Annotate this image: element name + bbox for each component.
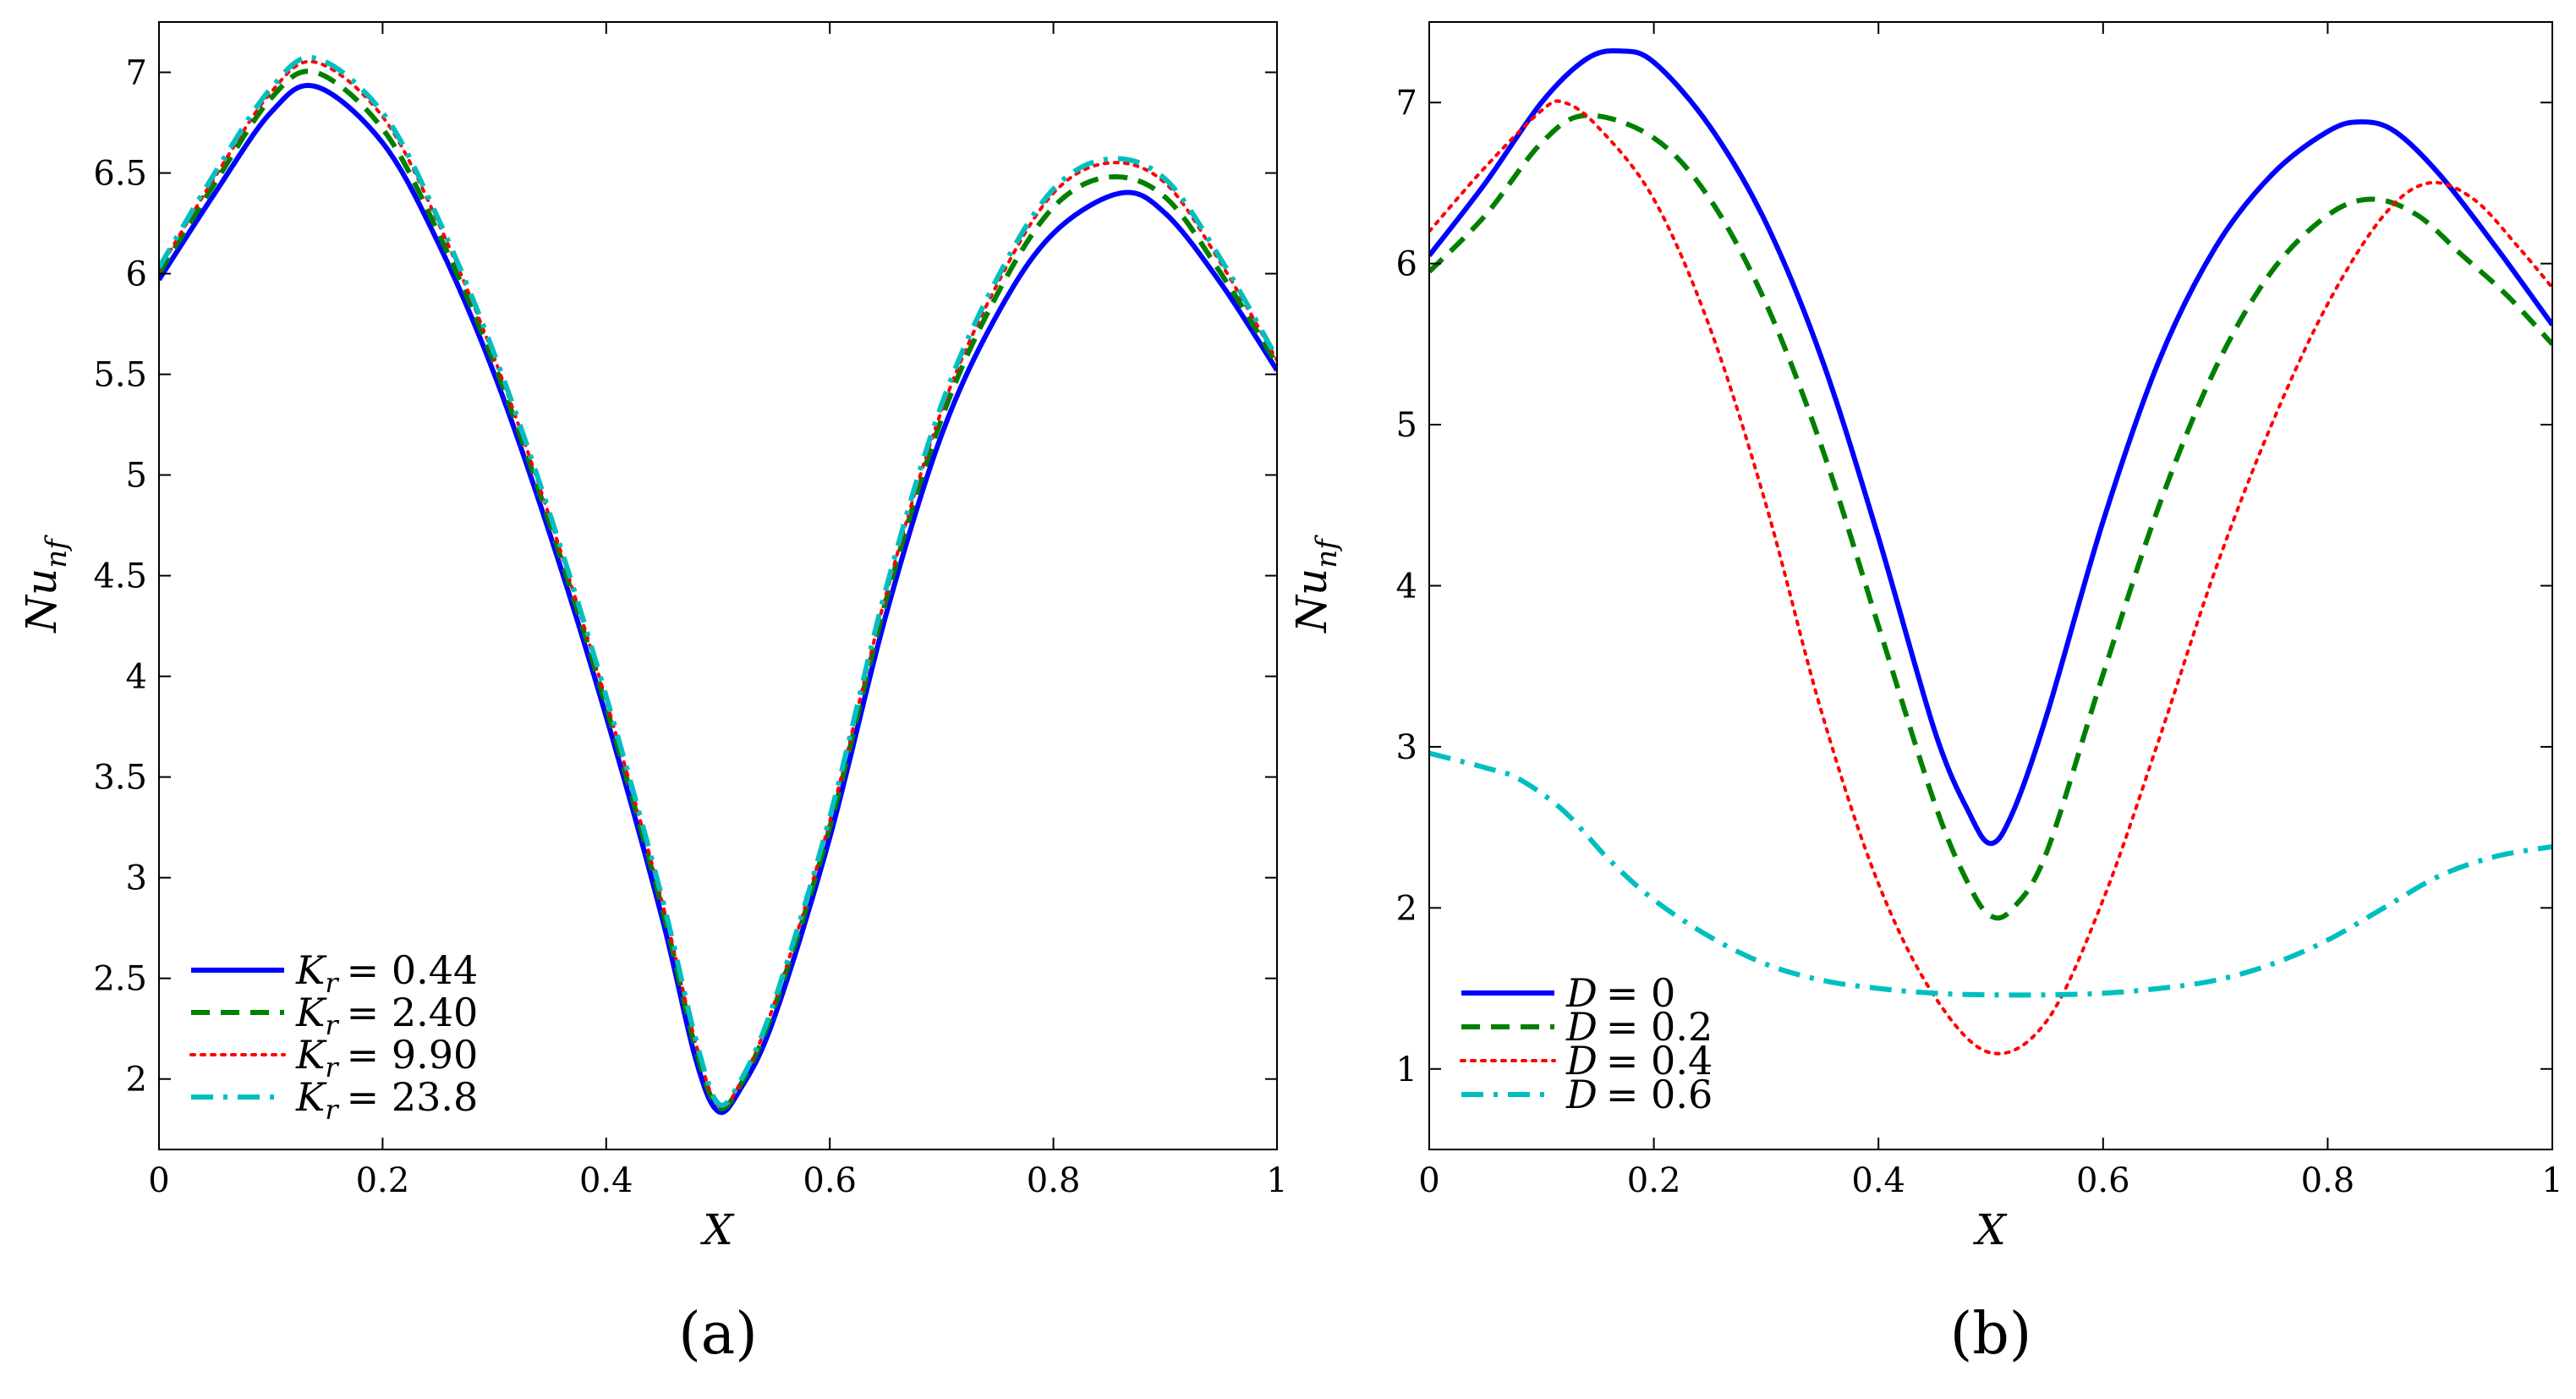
panel-a-ytick-label-7: 5.5	[93, 356, 147, 395]
legend-var: D	[1565, 1038, 1598, 1084]
panel-b-legend-entry-3: D = 0.6	[1565, 1072, 1713, 1117]
panel-a-legend-entry-0: Kr = 0.44	[295, 947, 478, 999]
legend-var: K	[295, 990, 327, 1035]
panel-a-legend-entry-2: Kr = 9.90	[295, 1032, 478, 1084]
panel-b-ticks: 0 0.2 0.4 0.6 0.8 1 1 2 3 4 5 6 7	[1396, 22, 2563, 1200]
panel-b-ytick-label-5: 6	[1396, 245, 1417, 284]
panel-a-series-group	[159, 55, 1277, 1116]
legend-sub: r	[325, 1094, 339, 1126]
panel-b-ytick-label-3: 4	[1396, 568, 1417, 606]
panel-b-xtick-label-4: 0.8	[2301, 1161, 2355, 1200]
panel-b-legend-entry-2: D = 0.4	[1565, 1038, 1713, 1084]
panel-b-xtick-label-2: 0.4	[1851, 1161, 1905, 1200]
panel-a-ytick-label-4: 4	[126, 658, 147, 697]
panel-b-ytick-label-0: 1	[1396, 1051, 1417, 1089]
panel-a-xtick-label-1: 0.2	[356, 1161, 410, 1200]
panel-a-ytick-label-0: 2	[126, 1061, 147, 1100]
panel-b-series-3-line	[1429, 750, 2552, 998]
panel-b-xtick-label-1: 0.2	[1627, 1161, 1681, 1200]
legend-value: = 0.44	[347, 947, 479, 993]
legend-var: K	[295, 1074, 327, 1120]
panel-a-plot-frame	[158, 21, 1278, 1150]
panel-b-legend-entry-1: D = 0.2	[1565, 1004, 1713, 1050]
panel-a: 0 0.2 0.4 0.6 0.8 1 2 2.5 3 3.5 4 4.5 5 5.5 6 6.5 7 X Nu…	[17, 21, 1288, 1368]
panel-b-legend-entry-0: D = 0	[1565, 970, 1675, 1016]
panel-b-series-1-line	[1429, 112, 2552, 921]
panel-a-ytick-label-1: 2.5	[93, 960, 147, 999]
legend-var: D	[1565, 1072, 1598, 1117]
panel-a-ylabel-sub: nf	[40, 535, 74, 568]
panel-a-series-0-line	[159, 82, 1277, 1116]
panel-a-ytick-label-6: 5	[126, 457, 147, 496]
legend-var: K	[295, 1032, 327, 1078]
panel-a-ytick-label-2: 3	[126, 859, 147, 898]
panel-b-series-0-line	[1429, 48, 2552, 847]
panel-a-xtick-label-5: 1	[1266, 1161, 1287, 1200]
panel-a-ticks: 0 0.2 0.4 0.6 0.8 1 2 2.5 3 3.5 4 4.5 5 5.5 6 6.5 7	[93, 22, 1288, 1200]
legend-var: D	[1565, 970, 1598, 1016]
panel-b-ytick-label-1: 2	[1396, 889, 1417, 928]
panel-b-ytick-label-6: 7	[1396, 84, 1417, 123]
panel-a-xtick-label-2: 0.4	[579, 1161, 633, 1200]
panel-a-xlabel: X	[699, 1205, 735, 1254]
legend-value: = 2.40	[347, 990, 479, 1035]
panel-b-ylabel-main: Nu	[1287, 568, 1336, 634]
panel-b-ylabel-sub: nf	[1310, 535, 1344, 568]
legend-value: = 0.6	[1606, 1072, 1713, 1117]
panel-a-ytick-label-5: 4.5	[93, 557, 147, 596]
panel-a-legend-entry-1: Kr = 2.40	[295, 990, 478, 1041]
panel-a-ylabel-main: Nu	[17, 568, 66, 634]
panel-a-ytick-label-8: 6	[126, 255, 147, 294]
panel-a-ytick-label-10: 7	[126, 54, 147, 93]
panel-a-ytick-label-3: 3.5	[93, 759, 147, 798]
panel-a-ylabel: Nunf	[17, 535, 74, 634]
panel-a-xtick-label-4: 0.8	[1027, 1161, 1081, 1200]
legend-value: = 0	[1606, 970, 1675, 1016]
legend-sub: r	[325, 967, 339, 999]
panel-a-xtick-label-0: 0	[148, 1161, 169, 1200]
panel-a-series-2-line	[159, 59, 1277, 1109]
legend-value: = 0.4	[1606, 1038, 1713, 1084]
panel-b-xlabel: X	[1972, 1205, 2008, 1254]
panel-b-ytick-label-2: 3	[1396, 728, 1417, 767]
panel-a-series-1-line	[159, 69, 1277, 1111]
legend-var: K	[295, 947, 327, 993]
legend-value: = 9.90	[347, 1032, 479, 1078]
panel-b-ylabel: Nunf	[1287, 535, 1344, 634]
panel-b-legend: D = 0D = 0.2D = 0.4D = 0.6	[1460, 970, 1713, 1117]
panel-a-series-3-line	[159, 55, 1277, 1108]
panel-a-legend-entry-3: Kr = 23.8	[295, 1074, 478, 1126]
legend-value: = 0.2	[1606, 1004, 1713, 1050]
legend-value: = 23.8	[347, 1074, 479, 1120]
panel-b-series-group	[1429, 48, 2552, 1056]
panel-a-ytick-label-9: 6.5	[93, 155, 147, 194]
panel-a-panel-label: (a)	[678, 1301, 758, 1368]
panel-b-xtick-label-5: 1	[2541, 1161, 2562, 1200]
panel-b-ytick-label-4: 5	[1396, 406, 1417, 445]
legend-var: D	[1565, 1004, 1598, 1050]
panel-a-xtick-label-3: 0.6	[803, 1161, 857, 1200]
panel-b-panel-label: (b)	[1950, 1301, 2032, 1368]
panel-b-xtick-label-3: 0.6	[2076, 1161, 2130, 1200]
legend-sub: r	[325, 1009, 339, 1041]
panel-b-xtick-label-0: 0	[1418, 1161, 1439, 1200]
legend-sub: r	[325, 1051, 339, 1084]
